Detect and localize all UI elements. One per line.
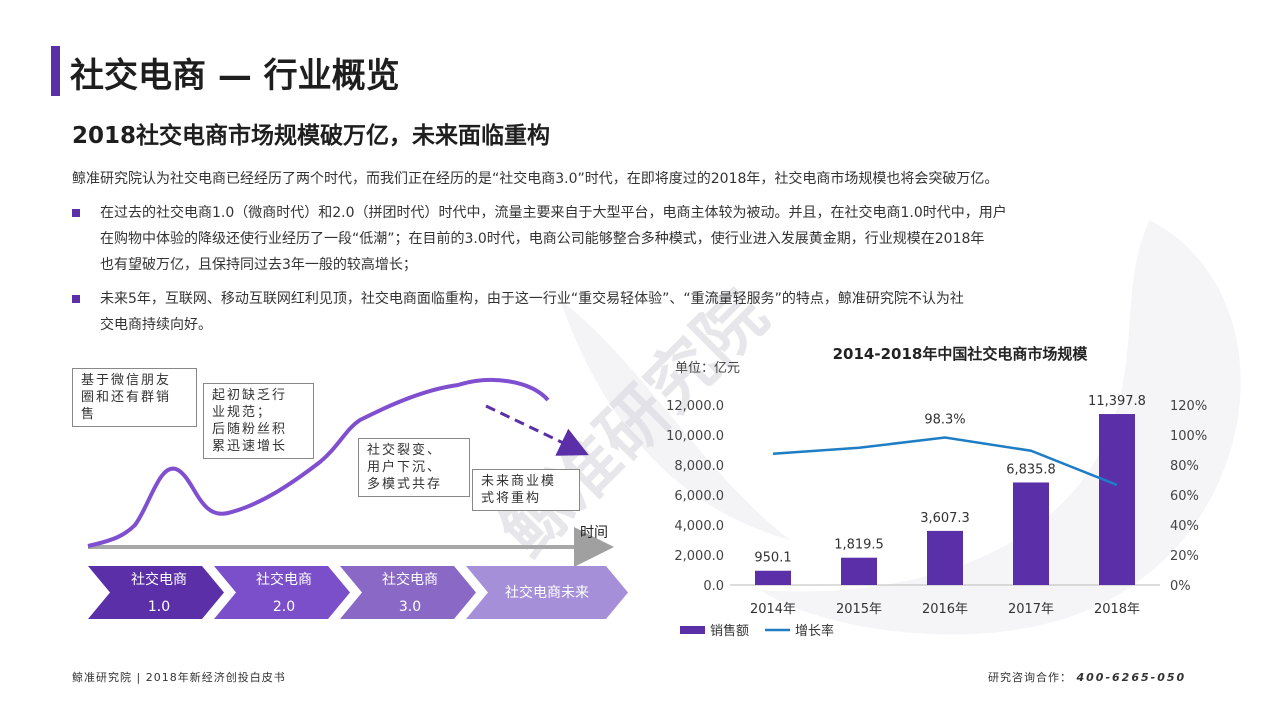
bar-2015年 (841, 557, 877, 585)
bar-2018年 (1099, 414, 1135, 585)
x-axis-tick-label: 2014年 (750, 602, 796, 617)
bullet-item-1: 在过去的社交电商1.0（微商时代）和2.0（拼团时代）时代中，流量主要来自于大型… (72, 200, 1222, 280)
legend-label-sales: 销售额 (710, 623, 749, 639)
growth-rate-line (772, 436, 1118, 487)
stage-label-1: 社交电商 1.0 (131, 572, 187, 615)
time-axis-label: 时间 (580, 525, 608, 541)
y2-axis-tick-label: 60% (1170, 489, 1199, 504)
chart-title: 2014-2018年中国社交电商市场规模 (833, 345, 1089, 363)
stage-label-4: 社交电商未来 (505, 585, 589, 601)
bullet-1-line-3: 也有望破万亿，且保持同过去3年一般的较高增长； (100, 257, 417, 273)
y-axis-tick-label: 0.0 (703, 579, 724, 594)
y-axis-tick-label: 12,000.0 (666, 399, 724, 414)
y2-axis-tick-label: 40% (1170, 519, 1199, 534)
timeline-note-1: 基于微信朋友 圈和还有群销 售 (72, 368, 197, 427)
bullet-2-line-2: 交电商持续向好。 (100, 317, 212, 333)
legend-label-growth: 增长率 (795, 623, 834, 639)
page-subtitle: 2018社交电商市场规模破万亿，未来面临重构 (72, 123, 551, 149)
y2-axis-tick-label: 20% (1170, 549, 1199, 564)
y2-axis-tick-label: 100% (1170, 429, 1207, 444)
bar-value-label: 1,819.5 (834, 538, 884, 553)
x-axis-tick-label: 2017年 (1008, 602, 1054, 617)
bar-value-label: 6,835.8 (1006, 462, 1056, 477)
stage-label-2: 社交电商 2.0 (256, 572, 312, 615)
x-axis-tick-label: 2016年 (922, 602, 968, 617)
bar-value-label: 3,607.3 (920, 511, 970, 526)
bullet-1-line-1: 在过去的社交电商1.0（微商时代）和2.0（拼团时代）时代中，流量主要来自于大型… (100, 205, 1007, 221)
timeline-note-2: 起初缺乏行 业规范； 后随粉丝积 累迅速增长 (203, 383, 314, 459)
future-dashed-arrow (485, 404, 589, 456)
market-size-chart: 2014-2018年中国社交电商市场规模 单位：亿元 0.0 2,000.0 4,0… (666, 345, 1207, 639)
legend-swatch-sales (680, 626, 705, 634)
bar-2014年 (755, 570, 791, 585)
page-title: 社交电商 — 行业概览 (70, 56, 400, 96)
footer-source: 鲸准研究院 | 2018年新经济创投白皮书 (72, 671, 286, 684)
stage-label-3: 社交电商 3.0 (382, 572, 438, 615)
bullet-square-icon (72, 295, 80, 303)
y2-axis-tick-label: 0% (1170, 579, 1191, 594)
title-accent-bar (51, 46, 60, 96)
bar-value-label: 11,397.8 (1088, 394, 1146, 409)
bar-2016年 (927, 530, 963, 585)
bullet-2-line-1: 未来5年，互联网、移动互联网红利见顶，社交电商面临重构，由于这一行业“重交易轻体… (100, 291, 964, 307)
y-axis-tick-label: 10,000.0 (666, 429, 724, 444)
footer-contact: 研究咨询合作： 400-6265-050 (988, 669, 1186, 685)
footer-contact-label: 研究咨询合作： (988, 671, 1072, 684)
growth-value-label: 98.3% (924, 413, 965, 428)
y-axis-tick-label: 2,000.0 (674, 549, 724, 564)
bullet-item-2: 未来5年，互联网、移动互联网红利见顶，社交电商面临重构，由于这一行业“重交易轻体… (72, 286, 1222, 340)
timeline-note-4: 未来商业模 式将重构 (472, 469, 580, 511)
y-axis-tick-label: 4,000.0 (674, 519, 724, 534)
bullet-1-line-2: 在购物中体验的降级还使行业经历了一段“低潮”；在目前的3.0时代，电商公司能够整… (100, 231, 985, 247)
chart-unit-label: 单位：亿元 (675, 361, 740, 376)
y-axis-tick-label: 8,000.0 (674, 459, 724, 474)
x-axis-tick-label: 2018年 (1094, 602, 1140, 617)
bullet-square-icon (72, 209, 80, 217)
y-axis-tick-label: 6,000.0 (674, 489, 724, 504)
intro-text: 鲸准研究院认为社交电商已经经历了两个时代，而我们正在经历的是“社交电商3.0”时… (72, 171, 999, 187)
timeline-note-3: 社交裂变、 用户下沉、 多模式共存 (358, 438, 470, 497)
footer-phone: 400-6265-050 (1076, 671, 1187, 684)
bar-value-label: 950.1 (754, 551, 791, 566)
y2-axis-tick-label: 80% (1170, 459, 1199, 474)
y2-axis-tick-label: 120% (1170, 399, 1207, 414)
x-axis-tick-label: 2015年 (836, 602, 882, 617)
bar-2017年 (1013, 482, 1049, 585)
